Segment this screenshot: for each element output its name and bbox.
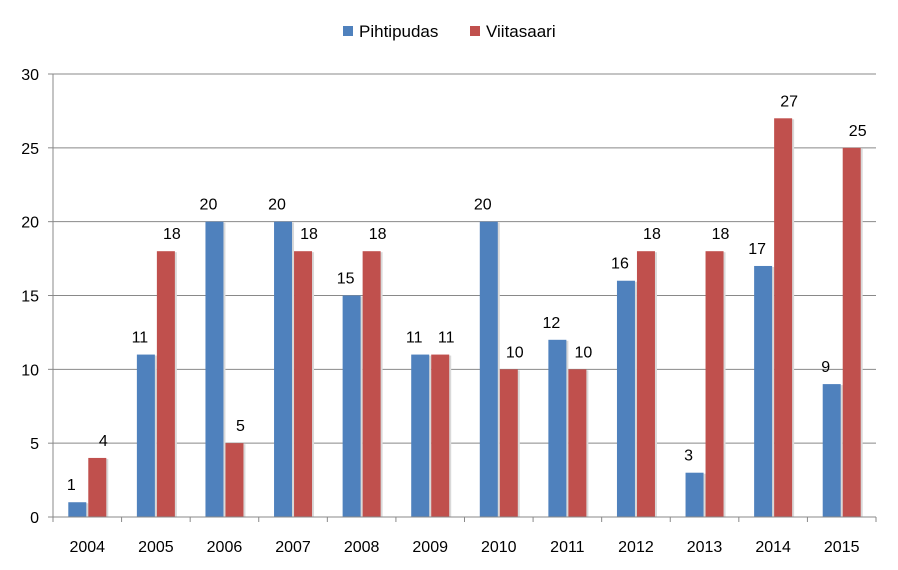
- x-tick-label: 2008: [344, 539, 380, 556]
- data-label: 11: [132, 330, 149, 347]
- bar-viitasaari: [636, 251, 655, 517]
- bar-pihtipudas: [754, 265, 773, 517]
- bar-pihtipudas: [616, 280, 635, 517]
- bar-viitasaari: [499, 369, 518, 517]
- data-label: 20: [474, 197, 492, 214]
- bar-pihtipudas: [342, 295, 361, 517]
- x-tick-label: 2014: [755, 539, 791, 556]
- data-label: 20: [268, 197, 286, 214]
- y-tick-label: 0: [30, 510, 39, 527]
- bar-pihtipudas: [68, 502, 87, 517]
- y-tick-label: 5: [30, 436, 39, 453]
- bar-viitasaari: [842, 147, 861, 518]
- data-label: 20: [200, 197, 218, 214]
- data-label: 11: [406, 330, 423, 347]
- bar-viitasaari: [362, 251, 381, 517]
- bar-viitasaari: [88, 457, 107, 517]
- data-label: 4: [99, 433, 108, 450]
- data-label: 16: [611, 256, 629, 273]
- y-tick-label: 20: [21, 215, 39, 232]
- data-label: 18: [643, 226, 661, 243]
- legend-swatch-pihtipudas: [343, 26, 353, 36]
- data-label: 3: [684, 448, 693, 465]
- x-tick-label: 2011: [550, 539, 585, 556]
- bar-viitasaari: [431, 354, 450, 517]
- x-tick-label: 2006: [207, 539, 243, 556]
- legend-swatch-viitasaari: [470, 26, 480, 36]
- x-tick-label: 2009: [412, 539, 448, 556]
- x-tick-label: 2007: [275, 539, 311, 556]
- legend-label-pihtipudas: Pihtipudas: [359, 22, 438, 41]
- data-label: 9: [821, 359, 830, 376]
- bar-viitasaari: [294, 251, 313, 517]
- y-tick-label: 30: [21, 67, 39, 84]
- data-label: 11: [438, 330, 455, 347]
- bar-pihtipudas: [274, 221, 293, 517]
- x-tick-label: 2012: [618, 539, 654, 556]
- data-label: 1: [67, 477, 76, 494]
- bar-viitasaari: [156, 251, 175, 517]
- legend: Pihtipudas Viitasaari: [343, 22, 556, 41]
- data-label: 18: [712, 226, 730, 243]
- data-label: 10: [506, 344, 524, 361]
- bar-viitasaari: [568, 369, 587, 517]
- bar-pihtipudas: [685, 472, 704, 517]
- bar-pihtipudas: [822, 384, 841, 517]
- x-tick-label: 2013: [687, 539, 723, 556]
- x-tick-label: 2005: [138, 539, 174, 556]
- data-label: 25: [849, 123, 867, 140]
- bar-pihtipudas: [479, 221, 498, 517]
- x-tick-label: 2004: [69, 539, 105, 556]
- bar-pihtipudas: [548, 339, 567, 517]
- bar-pihtipudas: [205, 221, 224, 517]
- data-label: 18: [300, 226, 318, 243]
- data-label: 18: [369, 226, 387, 243]
- bar-viitasaari: [225, 443, 244, 517]
- y-tick-label: 25: [21, 141, 39, 158]
- data-label: 5: [236, 418, 245, 435]
- data-label: 17: [748, 241, 766, 258]
- data-label: 12: [542, 315, 560, 332]
- y-tick-label: 10: [21, 362, 39, 379]
- bar-pihtipudas: [411, 354, 430, 517]
- bar-pihtipudas: [136, 354, 155, 517]
- data-label: 18: [163, 226, 181, 243]
- data-label: 15: [337, 271, 355, 288]
- legend-label-viitasaari: Viitasaari: [486, 22, 556, 41]
- bar-viitasaari: [774, 118, 793, 518]
- gridlines: [53, 73, 876, 444]
- data-label: 27: [780, 93, 798, 110]
- data-label: 10: [574, 344, 592, 361]
- y-tick-label: 15: [21, 289, 39, 306]
- x-tick-label: 2015: [824, 539, 860, 556]
- bars: [68, 118, 863, 518]
- x-tick-label: 2010: [481, 539, 517, 556]
- bar-viitasaari: [705, 251, 724, 517]
